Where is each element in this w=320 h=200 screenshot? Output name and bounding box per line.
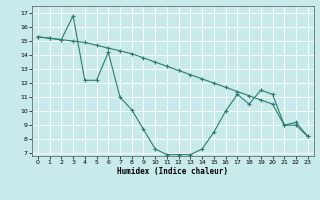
X-axis label: Humidex (Indice chaleur): Humidex (Indice chaleur) [117, 167, 228, 176]
